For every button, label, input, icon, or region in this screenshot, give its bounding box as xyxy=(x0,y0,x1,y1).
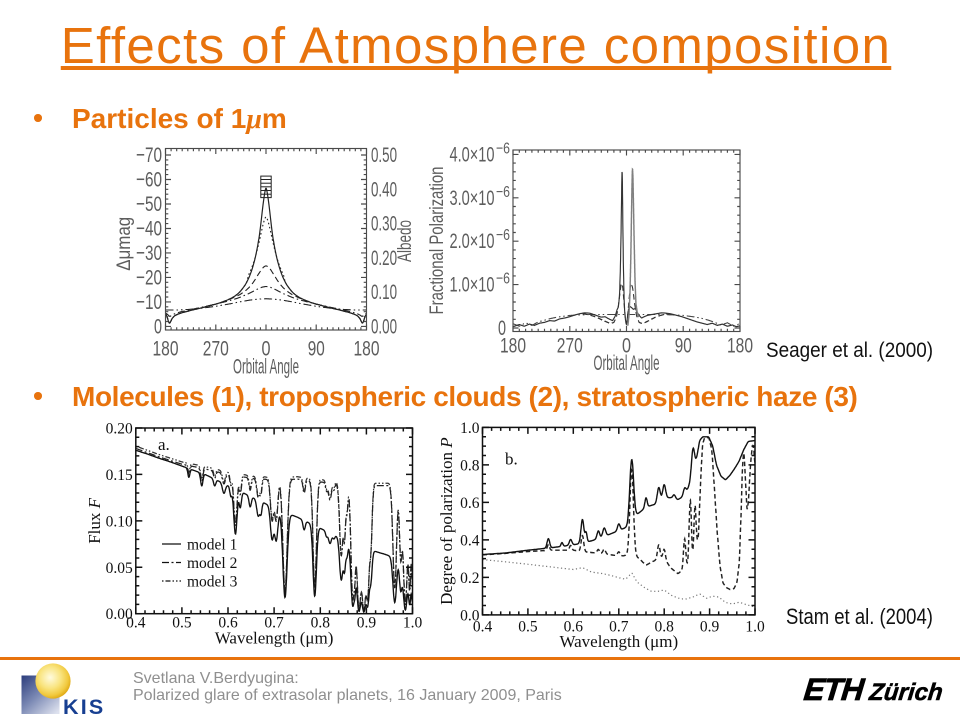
svg-text:Orbital Angle: Orbital Angle xyxy=(594,351,660,375)
svg-text:0.6: 0.6 xyxy=(564,618,584,635)
svg-text:Flux F: Flux F xyxy=(85,497,104,543)
svg-text:−6: −6 xyxy=(496,271,510,288)
svg-text:−6: −6 xyxy=(496,140,510,157)
svg-text:0.5: 0.5 xyxy=(172,615,192,632)
svg-text:0.4: 0.4 xyxy=(460,532,480,549)
svg-text:−40: −40 xyxy=(136,217,162,241)
svg-text:Wavelength (μm): Wavelength (μm) xyxy=(559,632,678,651)
svg-text:0.20: 0.20 xyxy=(371,246,397,270)
svg-text:180: 180 xyxy=(500,334,526,358)
svg-text:0.2: 0.2 xyxy=(460,570,479,587)
svg-text:1.0: 1.0 xyxy=(403,615,423,632)
svg-text:1.0×10: 1.0×10 xyxy=(450,273,495,297)
svg-text:180: 180 xyxy=(153,337,179,361)
svg-text:180: 180 xyxy=(354,337,380,361)
svg-text:4.0×10: 4.0×10 xyxy=(450,142,495,166)
svg-text:−60: −60 xyxy=(136,168,162,192)
svg-text:b.: b. xyxy=(505,450,518,469)
svg-text:180: 180 xyxy=(727,334,753,358)
svg-text:1.0: 1.0 xyxy=(745,618,765,635)
svg-text:0.8: 0.8 xyxy=(655,618,675,635)
svg-text:0.15: 0.15 xyxy=(106,467,133,484)
svg-text:0.6: 0.6 xyxy=(218,615,238,632)
svg-text:90: 90 xyxy=(308,337,325,361)
svg-text:−6: −6 xyxy=(496,227,510,244)
svg-text:0.20: 0.20 xyxy=(106,421,133,438)
svg-text:0.00: 0.00 xyxy=(371,314,397,338)
svg-text:0: 0 xyxy=(154,314,162,338)
svg-text:−50: −50 xyxy=(136,192,162,216)
svg-text:−6: −6 xyxy=(496,184,510,201)
svg-text:Albedo: Albedo xyxy=(394,220,416,262)
svg-text:0.30: 0.30 xyxy=(371,212,397,236)
svg-text:−30: −30 xyxy=(136,241,162,265)
svg-text:model 3: model 3 xyxy=(187,574,238,591)
svg-text:0.4: 0.4 xyxy=(473,618,493,635)
svg-text:0.10: 0.10 xyxy=(371,280,397,304)
svg-text:−10: −10 xyxy=(136,290,162,314)
svg-text:0.05: 0.05 xyxy=(106,560,133,577)
svg-text:270: 270 xyxy=(557,334,583,358)
svg-text:0.10: 0.10 xyxy=(106,513,133,530)
svg-text:1.0: 1.0 xyxy=(460,420,480,437)
svg-text:3.0×10: 3.0×10 xyxy=(450,186,495,210)
svg-text:0.0: 0.0 xyxy=(460,607,480,624)
svg-text:−70: −70 xyxy=(136,143,162,167)
svg-text:Fractional Polarization: Fractional Polarization xyxy=(426,167,448,315)
svg-text:0.7: 0.7 xyxy=(264,615,284,632)
svg-text:0.7: 0.7 xyxy=(609,618,629,635)
svg-text:0.00: 0.00 xyxy=(106,606,133,623)
svg-text:0: 0 xyxy=(622,334,631,358)
svg-text:a.: a. xyxy=(158,435,170,454)
svg-text:0.9: 0.9 xyxy=(357,615,377,632)
svg-text:0.9: 0.9 xyxy=(700,618,720,635)
svg-text:0.8: 0.8 xyxy=(311,615,331,632)
svg-text:0.4: 0.4 xyxy=(126,615,146,632)
svg-text:Degree of polarization P: Degree of polarization P xyxy=(437,437,456,605)
svg-text:0: 0 xyxy=(498,316,506,340)
svg-text:0.5: 0.5 xyxy=(518,618,538,635)
svg-text:0.8: 0.8 xyxy=(460,457,480,474)
svg-text:0.6: 0.6 xyxy=(460,495,480,512)
svg-text:Orbital Angle: Orbital Angle xyxy=(233,355,299,379)
svg-text:270: 270 xyxy=(203,337,229,361)
svg-text:model 1: model 1 xyxy=(187,537,237,554)
svg-text:0.40: 0.40 xyxy=(371,177,397,201)
svg-text:Wavelength (μm): Wavelength (μm) xyxy=(215,629,334,648)
svg-text:Δμmag: Δμmag xyxy=(113,217,135,271)
svg-text:−20: −20 xyxy=(136,265,162,289)
svg-text:model 2: model 2 xyxy=(187,555,237,572)
svg-text:0.50: 0.50 xyxy=(371,143,397,167)
svg-text:2.0×10: 2.0×10 xyxy=(450,229,495,253)
svg-text:90: 90 xyxy=(675,334,692,358)
svg-text:0: 0 xyxy=(262,337,271,361)
